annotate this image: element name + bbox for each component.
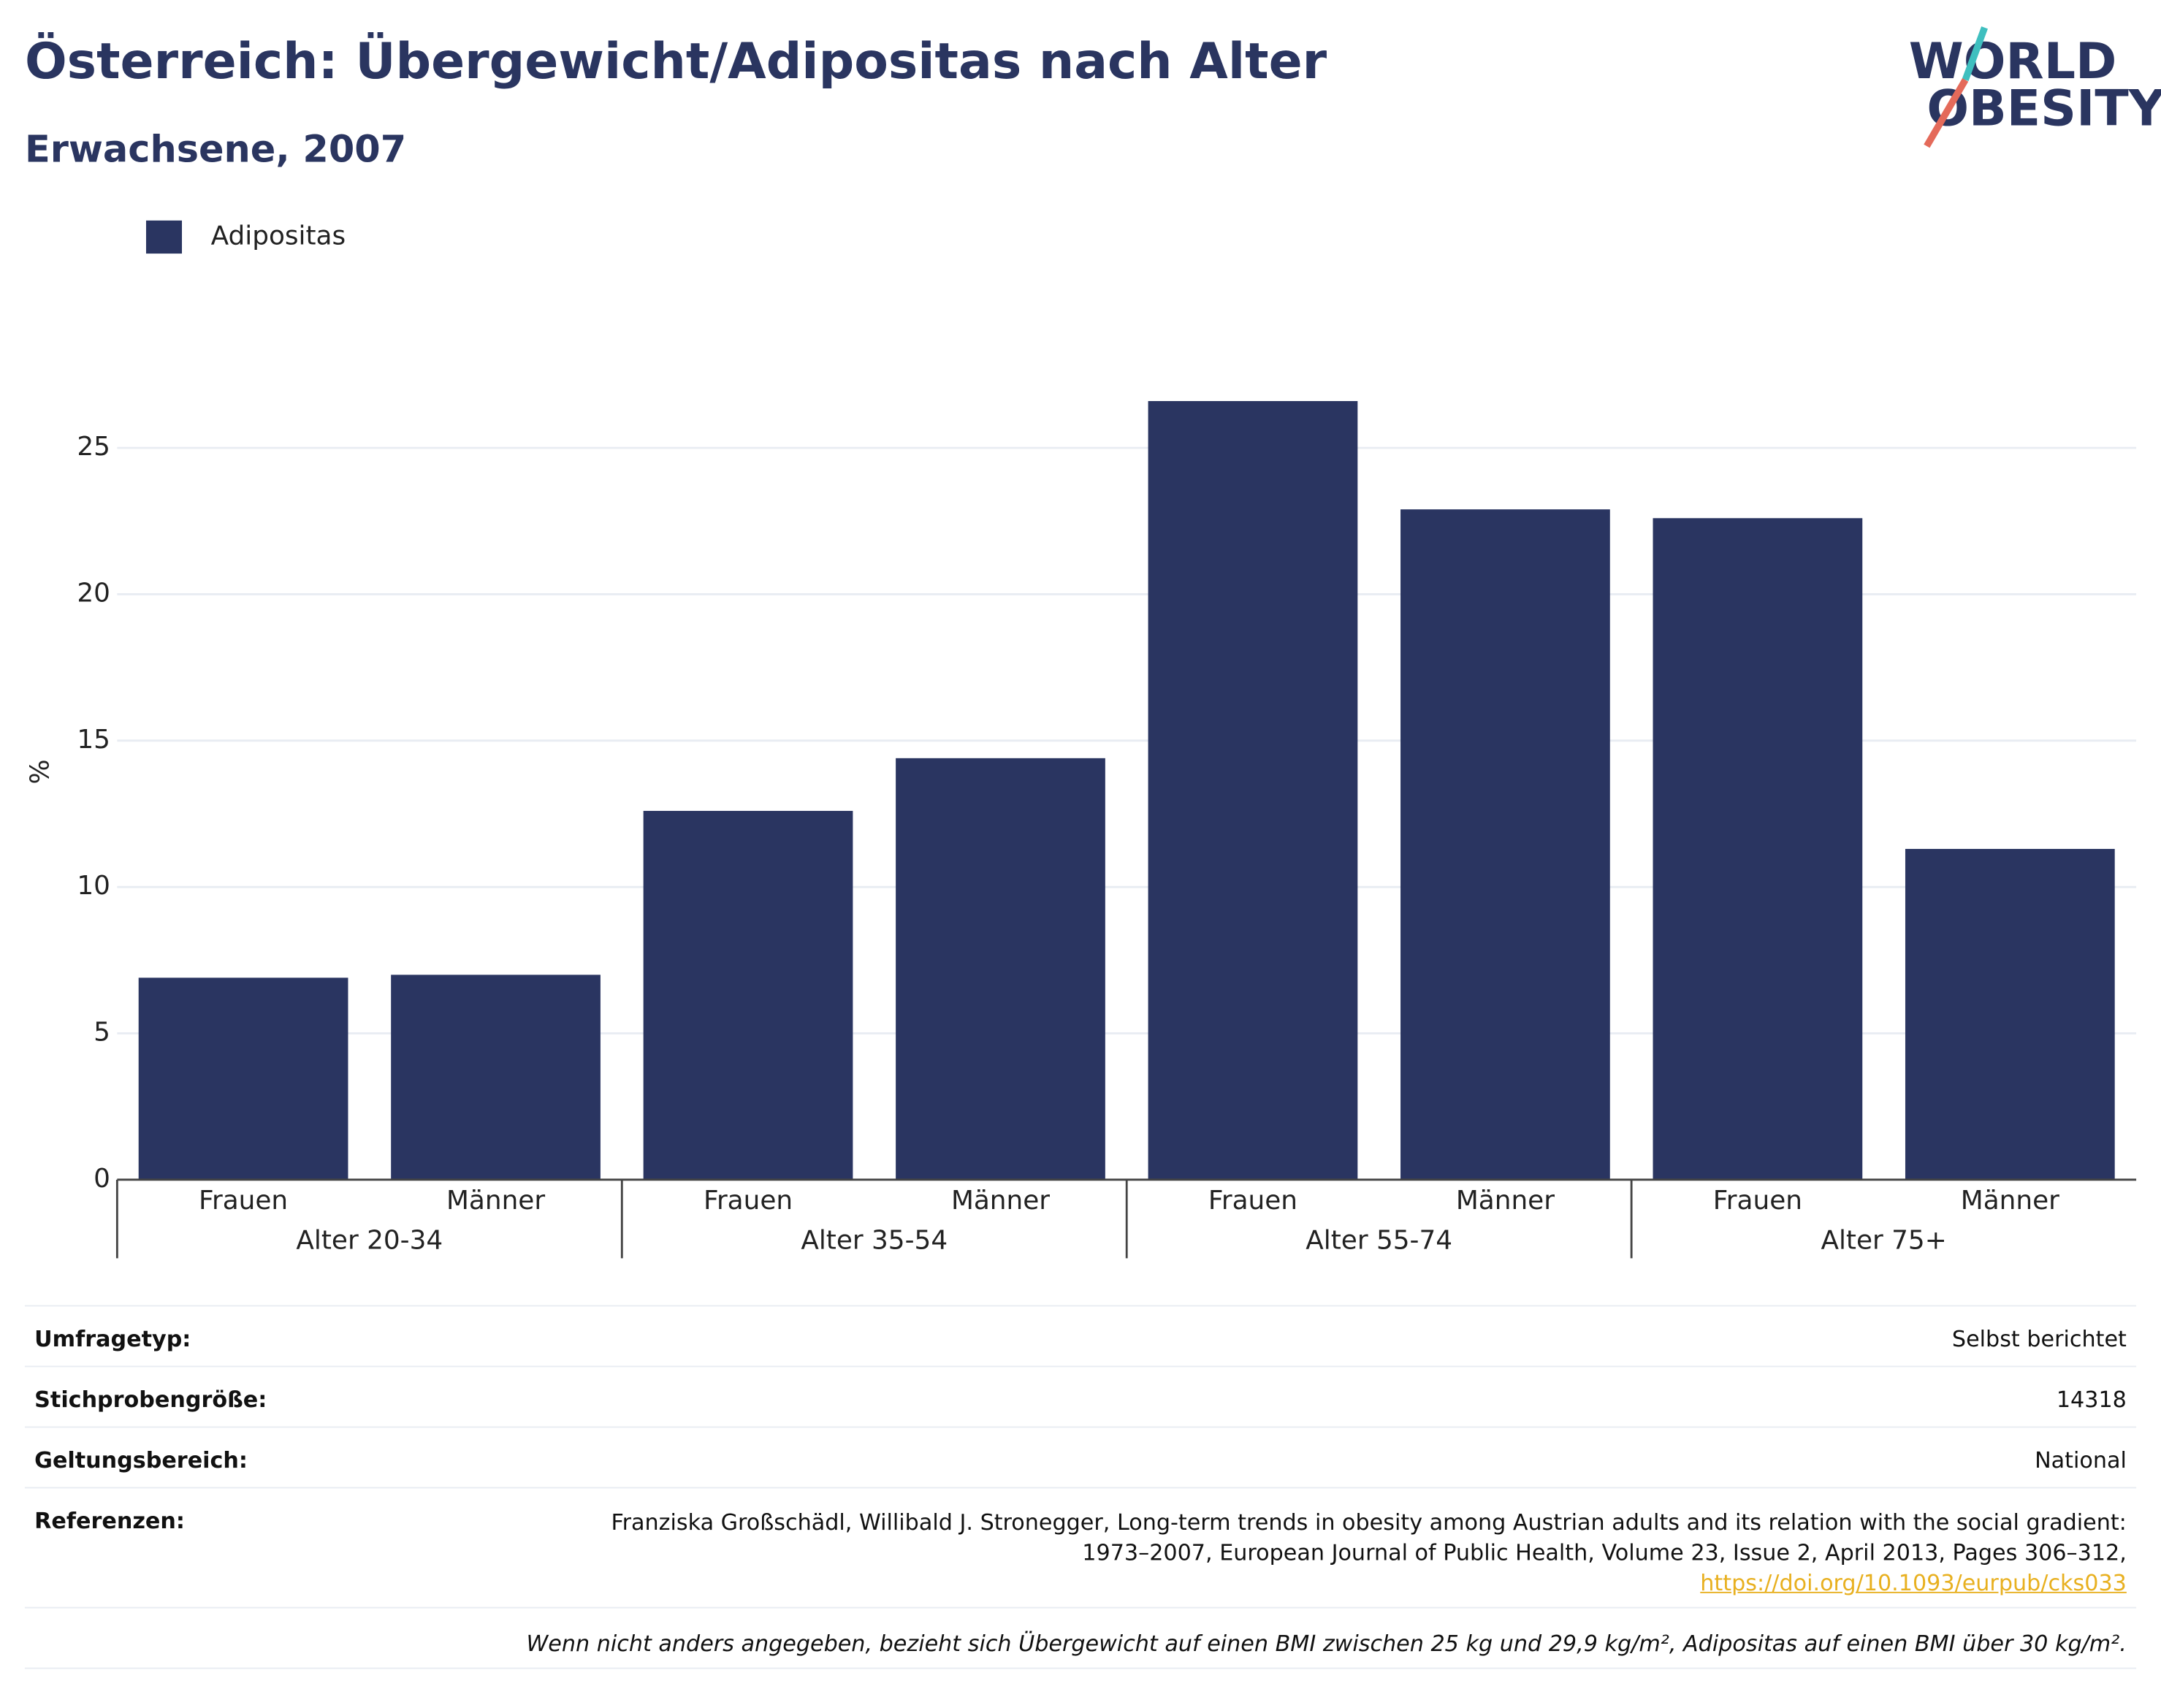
row-value: Franziska Großschädl, Willibald J. Stron… bbox=[611, 1508, 2127, 1599]
bar bbox=[1905, 849, 2115, 1180]
x-tick-label: Frauen bbox=[199, 1186, 288, 1216]
logo-slash-bottom bbox=[1924, 78, 1969, 148]
y-tick-label: 25 bbox=[77, 432, 110, 462]
reference-link[interactable]: https://doi.org/10.1093/eurpub/cks033 bbox=[1700, 1569, 2127, 1596]
bar bbox=[643, 810, 853, 1180]
table-end-line bbox=[24, 1667, 2137, 1669]
chart: Österreich: Übergewicht/Adipositas nach … bbox=[25, 26, 2161, 1259]
group-label: Alter 35-54 bbox=[801, 1226, 948, 1256]
row-label: Stichprobengröße: bbox=[34, 1386, 267, 1413]
table-row bbox=[24, 1606, 2137, 1668]
y-tick-label: 5 bbox=[94, 1017, 110, 1047]
table-row: Stichprobengröße: 14318 bbox=[24, 1365, 2137, 1427]
logo-line2: OBESITY bbox=[1926, 80, 2161, 137]
table-row: Referenzen: Franziska Großschädl, Williba… bbox=[24, 1487, 2137, 1607]
legend-label: Adipositas bbox=[211, 221, 346, 251]
reference-text: Franziska Großschädl, Willibald J. Stron… bbox=[611, 1509, 2127, 1566]
y-tick-label: 20 bbox=[77, 578, 110, 608]
y-axis-label: % bbox=[26, 759, 56, 784]
bar bbox=[391, 975, 601, 1180]
x-tick-label: Frauen bbox=[1208, 1186, 1297, 1216]
x-tick-label: Männer bbox=[446, 1186, 545, 1216]
logo-line1: WORLD bbox=[1909, 33, 2117, 91]
y-tick-label: 15 bbox=[77, 725, 110, 755]
row-value: National bbox=[2035, 1446, 2127, 1473]
y-tick-label: 0 bbox=[94, 1164, 110, 1194]
y-tick-label: 10 bbox=[77, 871, 110, 901]
x-tick-label: Frauen bbox=[704, 1186, 793, 1216]
row-label: Geltungsbereich: bbox=[34, 1446, 248, 1473]
legend-swatch bbox=[145, 220, 183, 254]
x-tick-label: Männer bbox=[1961, 1186, 2059, 1216]
group-label: Alter 20-34 bbox=[296, 1226, 443, 1256]
footnote: Wenn nicht anders angegeben, bezieht sic… bbox=[526, 1630, 2127, 1657]
x-tick-label: Männer bbox=[1456, 1186, 1555, 1216]
x-tick-label: Männer bbox=[951, 1186, 1050, 1216]
bar bbox=[1400, 509, 1610, 1180]
bar bbox=[896, 758, 1105, 1180]
table-row: Geltungsbereich: National bbox=[24, 1426, 2137, 1487]
bar bbox=[138, 977, 348, 1180]
row-value: Selbst berichtet bbox=[1951, 1325, 2127, 1352]
x-tick-label: Frauen bbox=[1713, 1186, 1802, 1216]
chart-title: Österreich: Übergewicht/Adipositas nach … bbox=[25, 32, 1327, 91]
row-label: Umfragetyp: bbox=[34, 1325, 191, 1352]
group-label: Alter 75+ bbox=[1821, 1226, 1946, 1256]
row-label: Referenzen: bbox=[34, 1507, 185, 1534]
bar bbox=[1653, 518, 1863, 1180]
logo-slash-top bbox=[1962, 26, 1988, 82]
row-value: 14318 bbox=[2056, 1386, 2127, 1413]
group-label: Alter 55-74 bbox=[1306, 1226, 1452, 1256]
table-row: Umfragetyp: Selbst berichtet bbox=[24, 1305, 2137, 1366]
chart-subtitle: Erwachsene, 2007 bbox=[25, 129, 406, 172]
bar bbox=[1148, 401, 1358, 1180]
